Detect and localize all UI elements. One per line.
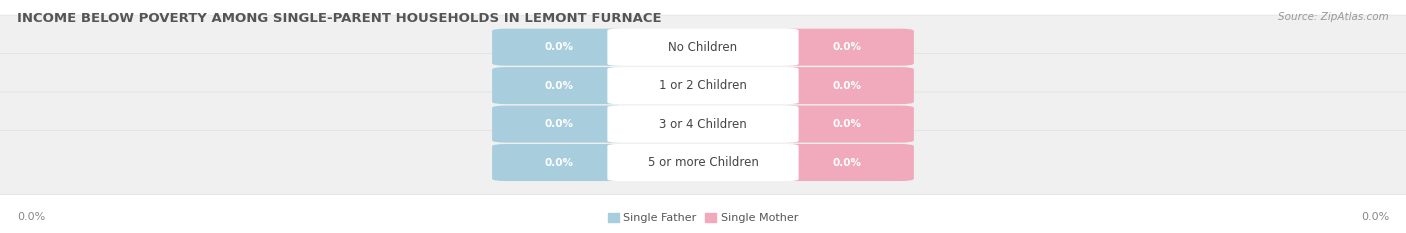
FancyBboxPatch shape — [492, 144, 626, 181]
FancyBboxPatch shape — [780, 106, 914, 143]
Text: 0.0%: 0.0% — [17, 212, 45, 222]
FancyBboxPatch shape — [607, 144, 799, 181]
FancyBboxPatch shape — [607, 29, 799, 66]
Text: 0.0%: 0.0% — [832, 158, 862, 168]
Text: 0.0%: 0.0% — [832, 42, 862, 52]
Text: 3 or 4 Children: 3 or 4 Children — [659, 118, 747, 130]
Text: 0.0%: 0.0% — [544, 81, 574, 91]
FancyBboxPatch shape — [492, 67, 626, 104]
FancyBboxPatch shape — [0, 15, 1406, 79]
FancyBboxPatch shape — [780, 29, 914, 66]
FancyBboxPatch shape — [780, 144, 914, 181]
Text: 0.0%: 0.0% — [832, 119, 862, 129]
FancyBboxPatch shape — [492, 106, 626, 143]
FancyBboxPatch shape — [0, 130, 1406, 195]
FancyBboxPatch shape — [0, 92, 1406, 156]
Text: Source: ZipAtlas.com: Source: ZipAtlas.com — [1278, 12, 1389, 22]
Text: 0.0%: 0.0% — [544, 42, 574, 52]
FancyBboxPatch shape — [0, 54, 1406, 118]
Text: 5 or more Children: 5 or more Children — [648, 156, 758, 169]
FancyBboxPatch shape — [607, 67, 799, 104]
Text: 0.0%: 0.0% — [1361, 212, 1389, 222]
FancyBboxPatch shape — [607, 106, 799, 143]
Text: 0.0%: 0.0% — [544, 119, 574, 129]
Text: 0.0%: 0.0% — [832, 81, 862, 91]
Text: 1 or 2 Children: 1 or 2 Children — [659, 79, 747, 92]
FancyBboxPatch shape — [492, 29, 626, 66]
Text: INCOME BELOW POVERTY AMONG SINGLE-PARENT HOUSEHOLDS IN LEMONT FURNACE: INCOME BELOW POVERTY AMONG SINGLE-PARENT… — [17, 12, 661, 25]
Legend: Single Father, Single Mother: Single Father, Single Mother — [603, 208, 803, 227]
Text: No Children: No Children — [668, 41, 738, 54]
FancyBboxPatch shape — [780, 67, 914, 104]
Text: 0.0%: 0.0% — [544, 158, 574, 168]
